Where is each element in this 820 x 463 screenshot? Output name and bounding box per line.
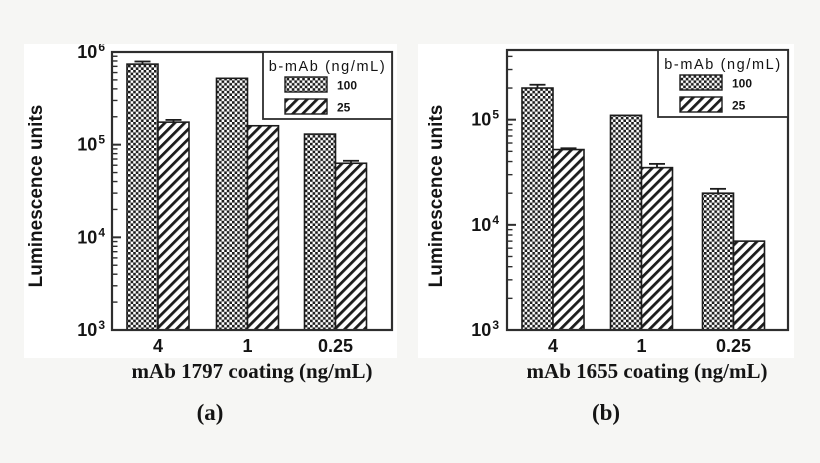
error-bar-100-4 [134,60,151,65]
x-category-label-0.25: 0.25 [716,336,751,356]
y-axis-title: Luminescence units [26,105,47,288]
legend-title: b-mAb (ng/mL) [664,57,782,73]
bar-25-0.25 [334,162,368,331]
bar-25-1 [640,166,674,331]
legend: b-mAb (ng/mL) 100 25 [262,51,393,120]
error-bar-25-0.25 [343,159,359,164]
x-category-label-4: 4 [153,336,163,356]
legend-label-25: 25 [337,101,351,115]
legend-swatch-25 [284,98,328,115]
y-tick-label-1e3: 103 [77,318,105,340]
y-tick-label-1e4: 104 [471,213,499,235]
x-category-label-1: 1 [636,336,646,356]
legend-swatch-100 [679,74,723,91]
bar-25-4 [552,148,585,331]
error-bar-25-1 [649,162,665,168]
legend-label-25: 25 [732,99,746,113]
plot-frame [505,48,790,332]
error-bar-25-4 [165,119,182,123]
legend-title: b-mAb (ng/mL) [269,59,387,75]
x-category-label-4: 4 [548,336,558,356]
bar-100-4 [521,87,554,331]
y-axis-ticks [112,51,121,331]
error-bar-100-4 [529,83,546,89]
error-bar-25-4 [560,147,577,150]
bar-25-0.25 [732,240,766,331]
bar-25-4 [157,121,190,331]
caption-b: (b) [592,400,620,425]
bar-100-4 [126,63,159,331]
bar-25-1 [246,124,280,331]
plot-frame [110,50,394,332]
caption-a: (a) [197,400,224,425]
y-tick-label-1e5: 105 [471,108,499,130]
chart-a-svg: 103 104 105 106 Luminescence units 4 1 0.25 b-mA… [24,44,397,425]
y-tick-label-1e3: 103 [471,318,499,340]
y-axis-ticks [507,55,516,331]
x-category-label-1: 1 [242,336,252,356]
legend-label-100: 100 [337,79,357,93]
y-tick-label-1e6: 106 [77,44,105,62]
y-tick-label-1e4: 104 [77,225,105,247]
chart-b-container: 103 104 105 Luminescence units 4 1 0.25 b-mAb (… [418,44,794,444]
y-tick-label-1e5: 105 [77,133,105,155]
bar-100-1 [215,77,249,331]
bar-100-0.25 [303,133,337,331]
chart-b-svg: 103 104 105 Luminescence units 4 1 0.25 b-mAb (… [418,44,794,425]
legend-label-100: 100 [732,77,752,91]
bar-100-1 [609,114,643,331]
chart-a-container: 103 104 105 106 Luminescence units 4 1 0.25 b-mA… [24,44,397,444]
legend: b-mAb (ng/mL) 100 25 [657,49,789,118]
legend-swatch-25 [679,96,723,113]
bar-100-0.25 [701,192,735,331]
error-bar-100-0.25 [710,187,726,194]
x-axis-title: mAb 1655 coating (ng/mL) [527,359,768,383]
legend-swatch-100 [284,76,328,93]
y-axis-title: Luminescence units [426,105,447,288]
x-axis-title: mAb 1797 coating (ng/mL) [132,359,373,383]
x-category-label-0.25: 0.25 [318,336,353,356]
